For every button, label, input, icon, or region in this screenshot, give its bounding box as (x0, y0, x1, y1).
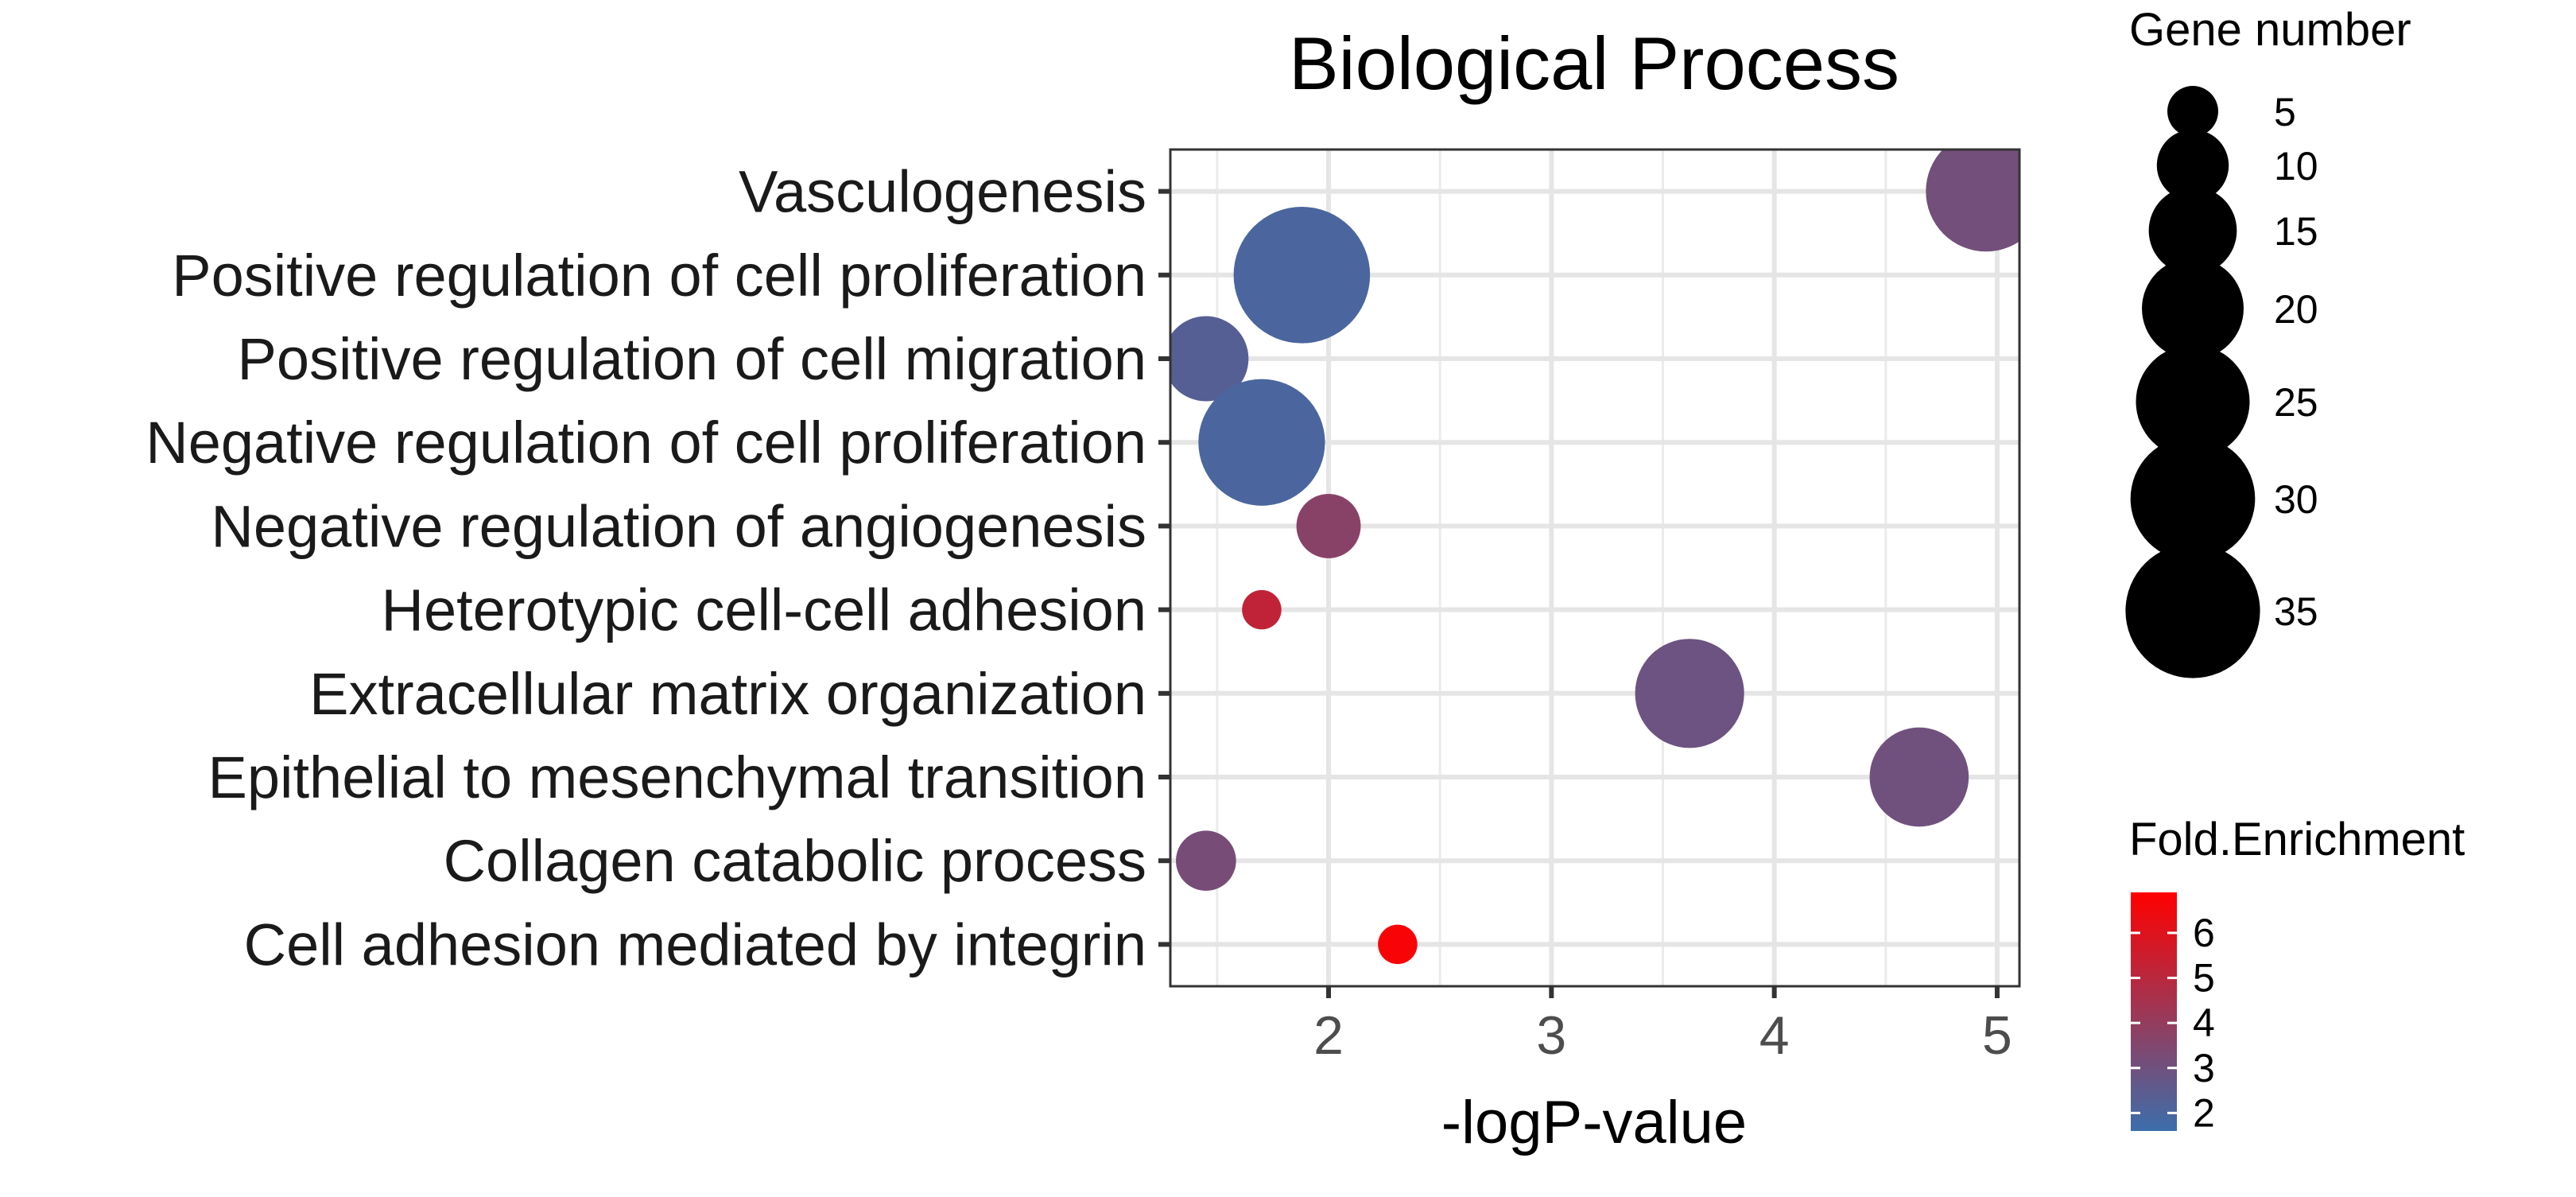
size-legend-key (2136, 344, 2250, 459)
size-legend-label: 5 (2274, 90, 2296, 134)
y-tick-label: Heterotypic cell-cell adhesion (382, 577, 1146, 643)
size-legend-label: 15 (2274, 209, 2318, 254)
data-point (1242, 589, 1282, 630)
y-tick-label: Cell adhesion mediated by integrin (244, 911, 1146, 977)
color-legend-label: 6 (2193, 911, 2215, 955)
data-point (1869, 727, 1969, 827)
y-tick-label: Positive regulation of cell migration (238, 326, 1146, 392)
color-legend-title: Fold.Enrichment (2129, 814, 2465, 865)
data-points (1170, 150, 2019, 965)
y-tick-label: Negative regulation of angiogenesis (211, 493, 1146, 559)
x-axis: 2 3 4 5 (1313, 986, 2012, 1066)
size-legend-label: 25 (2274, 380, 2318, 425)
size-legend-title: Gene number (2129, 4, 2411, 56)
size-legend-label: 10 (2274, 144, 2318, 188)
color-legend-label: 4 (2193, 1001, 2215, 1045)
size-legend: Gene number 5 10 15 20 25 30 35 (2125, 4, 2411, 678)
panel-border (1169, 148, 2021, 988)
chart-title: Biological Process (1289, 21, 1899, 105)
y-tick-label: Negative regulation of cell proliferatio… (145, 410, 1146, 476)
size-legend-key (2125, 543, 2260, 678)
size-legend-label: 30 (2274, 477, 2318, 522)
color-legend-label: 3 (2193, 1046, 2215, 1090)
size-legend-label: 35 (2274, 589, 2318, 634)
y-axis: Vasculogenesis Positive regulation of cel… (145, 159, 1170, 977)
data-point (1926, 150, 2019, 252)
size-legend-label: 20 (2274, 287, 2318, 332)
data-point (1198, 379, 1325, 506)
x-tick-label: 2 (1313, 1005, 1344, 1066)
size-legend-key (2142, 258, 2244, 359)
data-point (1170, 316, 1249, 402)
data-point (1296, 493, 1361, 558)
y-tick-label: Extracellular matrix organization (309, 661, 1146, 727)
size-legend-key (2130, 436, 2256, 562)
x-tick-label: 4 (1759, 1005, 1790, 1066)
color-legend-bar (2131, 892, 2177, 1131)
x-axis-title: -logP-value (1441, 1089, 1747, 1156)
size-legend-key (2148, 186, 2237, 275)
size-legend-key (2156, 129, 2229, 202)
color-legend-label: 2 (2193, 1090, 2215, 1135)
x-tick-label: 5 (1982, 1005, 2012, 1066)
panel-frame (1169, 148, 2021, 988)
color-legend-label: 5 (2193, 956, 2215, 1001)
data-point (1176, 830, 1236, 892)
x-tick-label: 3 (1536, 1005, 1566, 1066)
size-legend-key (2167, 86, 2218, 137)
y-tick-label: Positive regulation of cell proliferatio… (172, 243, 1146, 309)
y-tick-label: Epithelial to mesenchymal transition (208, 744, 1146, 810)
y-tick-label: Vasculogenesis (739, 159, 1146, 225)
data-point (1233, 207, 1371, 344)
data-point (1378, 924, 1418, 965)
y-tick-label: Collagen catabolic process (444, 828, 1146, 894)
data-point (1635, 639, 1744, 748)
